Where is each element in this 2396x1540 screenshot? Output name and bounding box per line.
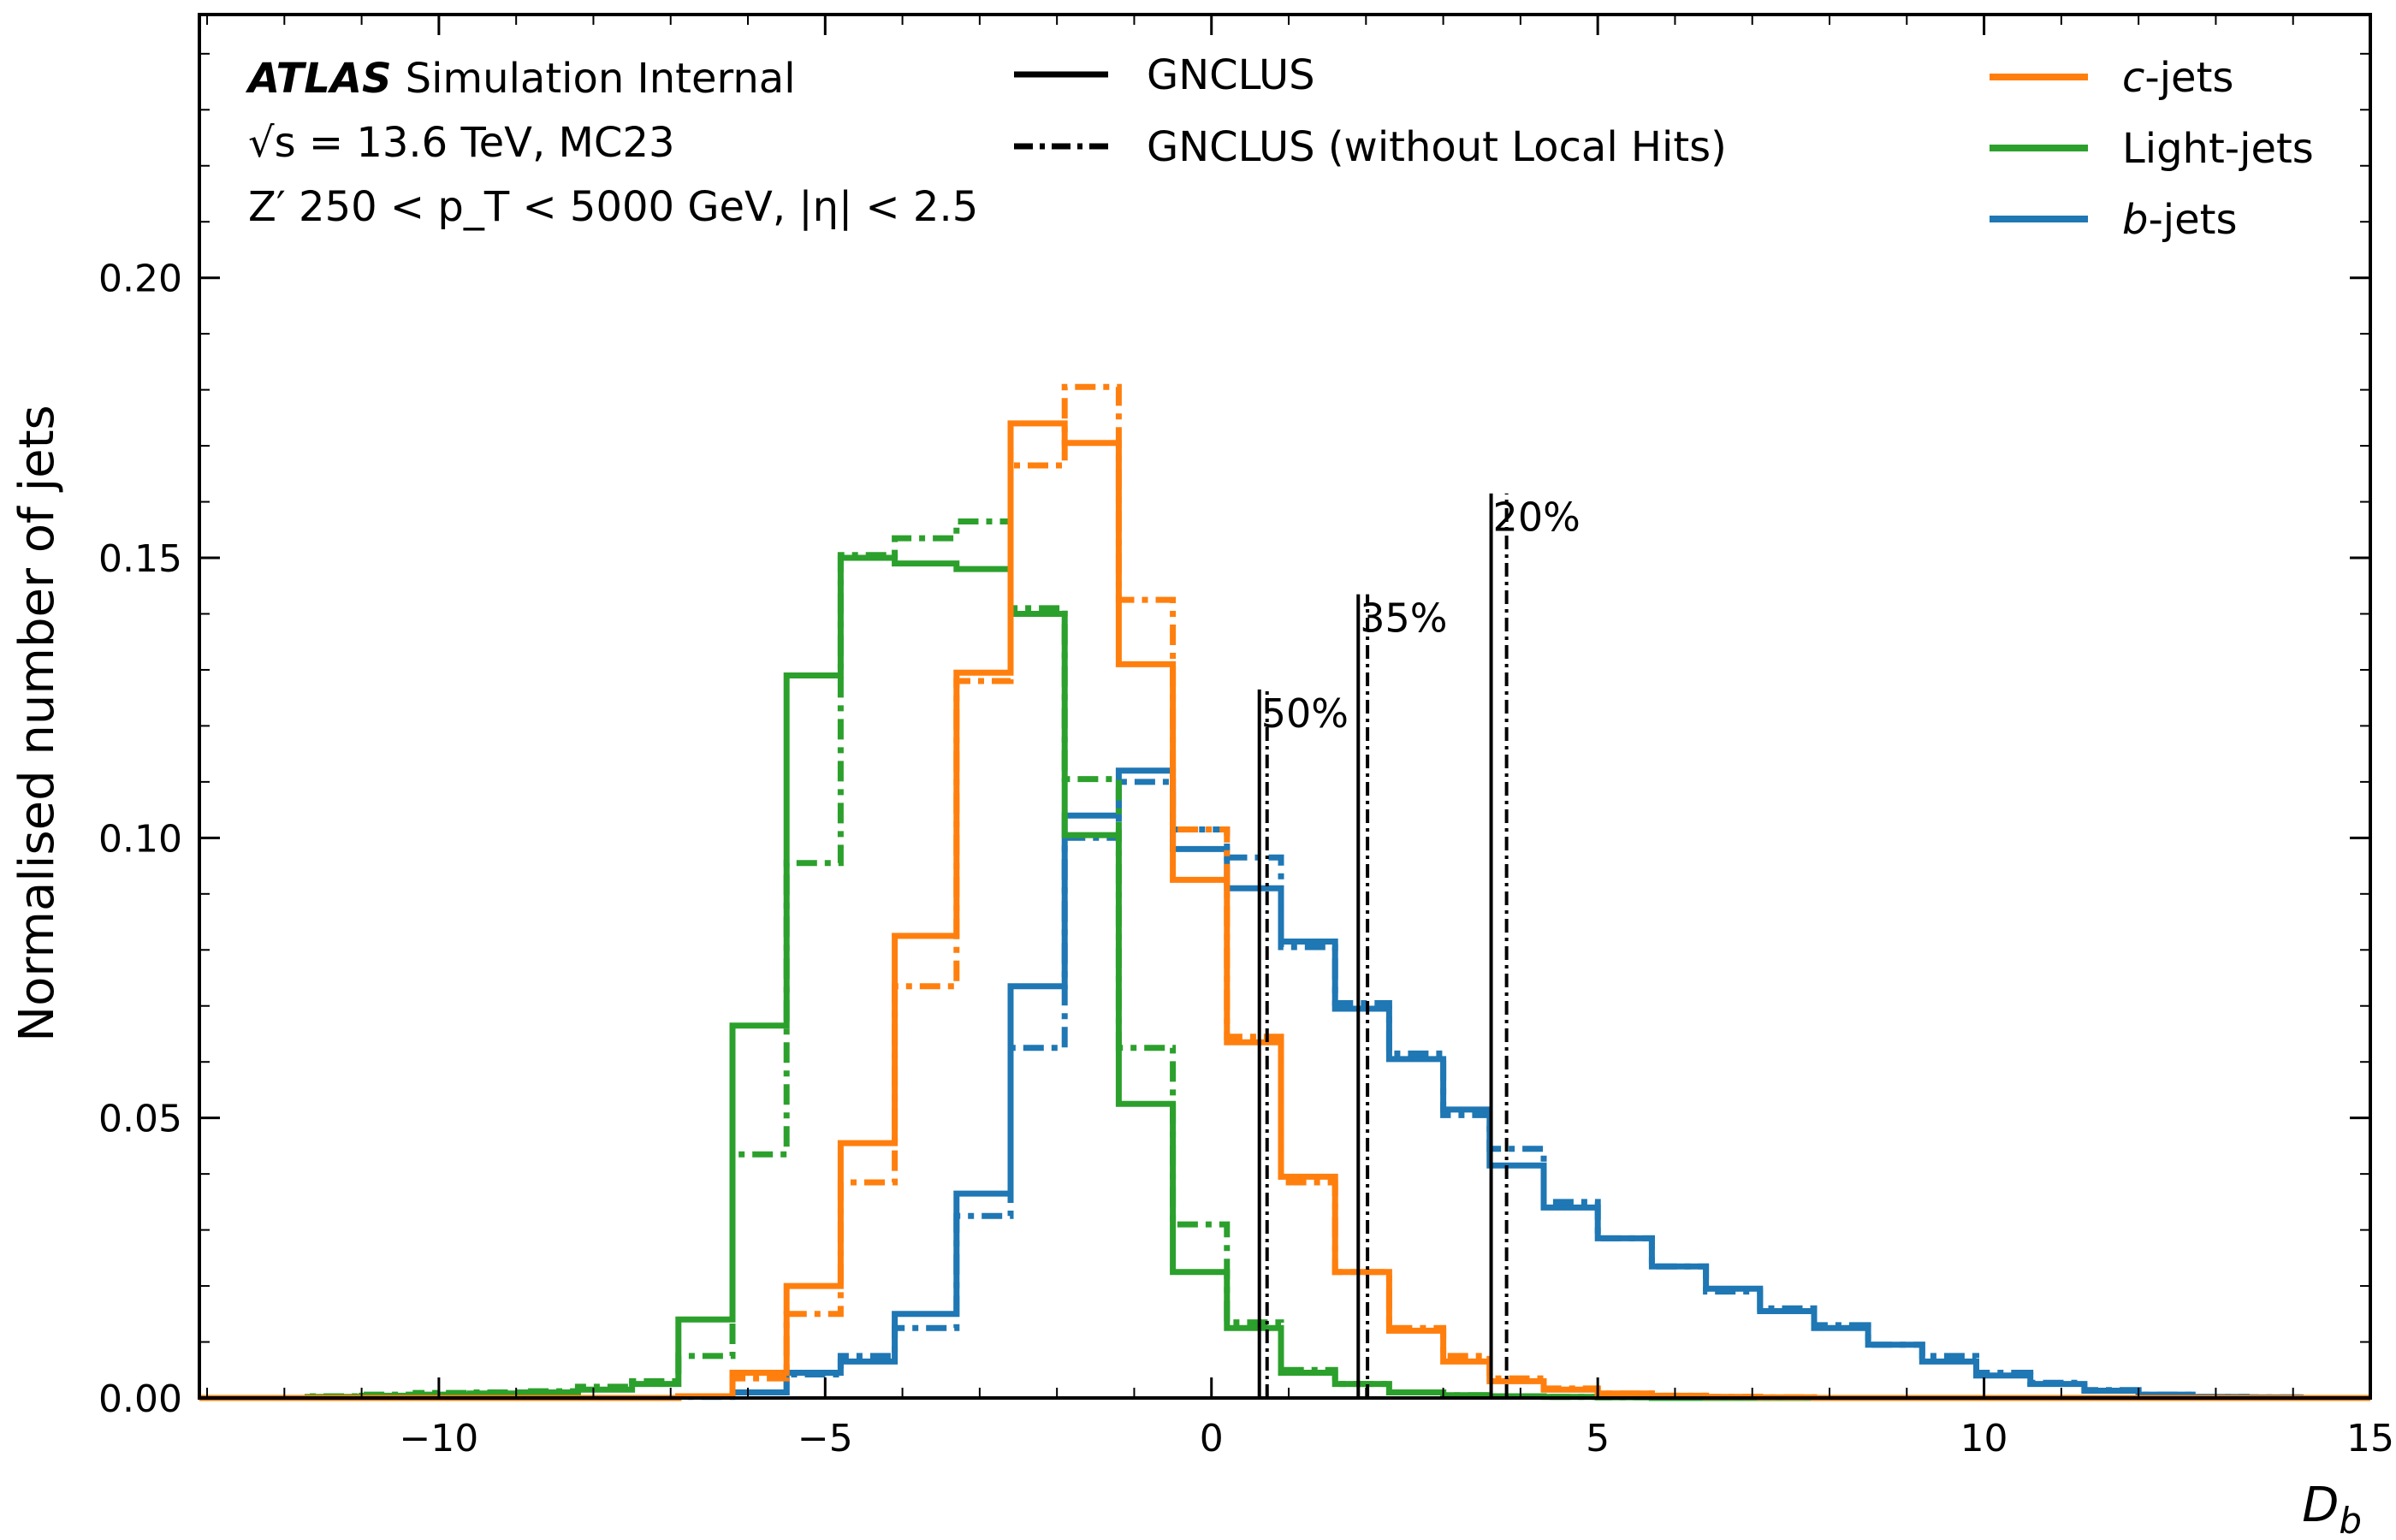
series-light-jets — [199, 554, 2370, 1401]
x-tick-label: 5 — [1586, 1417, 1610, 1460]
wp-20-label: 20% — [1493, 495, 1581, 541]
legend-dashdot-label: GNCLUS (without Local Hits) — [1147, 123, 1727, 171]
atlas-status-label: Simulation Internal — [406, 55, 796, 103]
line-style-legend: GNCLUS GNCLUS (without Local Hits) — [1014, 51, 1727, 171]
y-tick-label: 0.05 — [98, 1098, 182, 1141]
x-tick-label: 15 — [2346, 1417, 2394, 1460]
series-c-jets-without-local-hits — [199, 383, 2370, 1401]
legend-light-jets-label: Light-jets — [2122, 125, 2314, 173]
legend-b-jets-italic: b — [2122, 196, 2148, 244]
series-light-jets-without-local-hits — [199, 518, 2370, 1401]
x-axis-title-base: D — [2302, 1478, 2339, 1533]
x-tick-label: 0 — [1200, 1417, 1224, 1460]
x-tick-label: 10 — [1960, 1417, 2008, 1460]
wp-50-label: 50% — [1261, 690, 1349, 737]
wp-35-label: 35% — [1360, 595, 1447, 642]
legend-c-jets-rest: -jets — [2144, 54, 2233, 102]
energy-label: √s = 13.6 TeV, MC23 — [248, 119, 675, 167]
legend-light-jets-rest: Light-jets — [2122, 125, 2314, 173]
legend-c-jets-italic: c — [2122, 54, 2144, 102]
atlas-label: ATLAS Simulation Internal — [245, 55, 796, 103]
series-c-jets — [199, 420, 2370, 1401]
y-tick-label: 0.20 — [98, 258, 182, 301]
plot-frame — [198, 13, 2372, 1400]
legend-c-jets-label: c-jets — [2122, 54, 2233, 102]
jet-class-legend: c-jets Light-jets b-jets — [1990, 54, 2314, 244]
series-b-jets — [199, 767, 2370, 1401]
y-tick-label: 0.15 — [98, 537, 182, 581]
atlas-bold-label: ATLAS — [245, 55, 392, 103]
y-tick-label: 0.10 — [98, 817, 182, 861]
y-axis-title: Normalised number of jets — [9, 405, 65, 1041]
working-point-layer: 50% 35% 20% — [1257, 493, 1581, 1398]
selection-label: Z′ 250 < p_T < 5000 GeV, |η| < 2.5 — [248, 183, 978, 231]
x-tick-label: −10 — [399, 1417, 478, 1460]
legend-b-jets-rest: -jets — [2148, 196, 2237, 244]
atlas-info-block: ATLAS Simulation Internal √s = 13.6 TeV, … — [245, 55, 978, 231]
series-b-jets-without-local-hits — [199, 779, 2370, 1401]
y-tick-label: 0.00 — [98, 1377, 182, 1421]
legend-solid-label: GNCLUS — [1147, 51, 1315, 99]
x-axis-title-subscript: b — [2339, 1500, 2362, 1540]
series-layer — [199, 383, 2370, 1401]
tick-layer: −10 −5 0 5 10 15 0.00 0.05 0.10 0.15 0.20 — [98, 15, 2394, 1460]
x-tick-label: −5 — [798, 1417, 853, 1460]
legend-b-jets-label: b-jets — [2122, 196, 2237, 244]
x-axis-title: Db — [2302, 1478, 2362, 1540]
